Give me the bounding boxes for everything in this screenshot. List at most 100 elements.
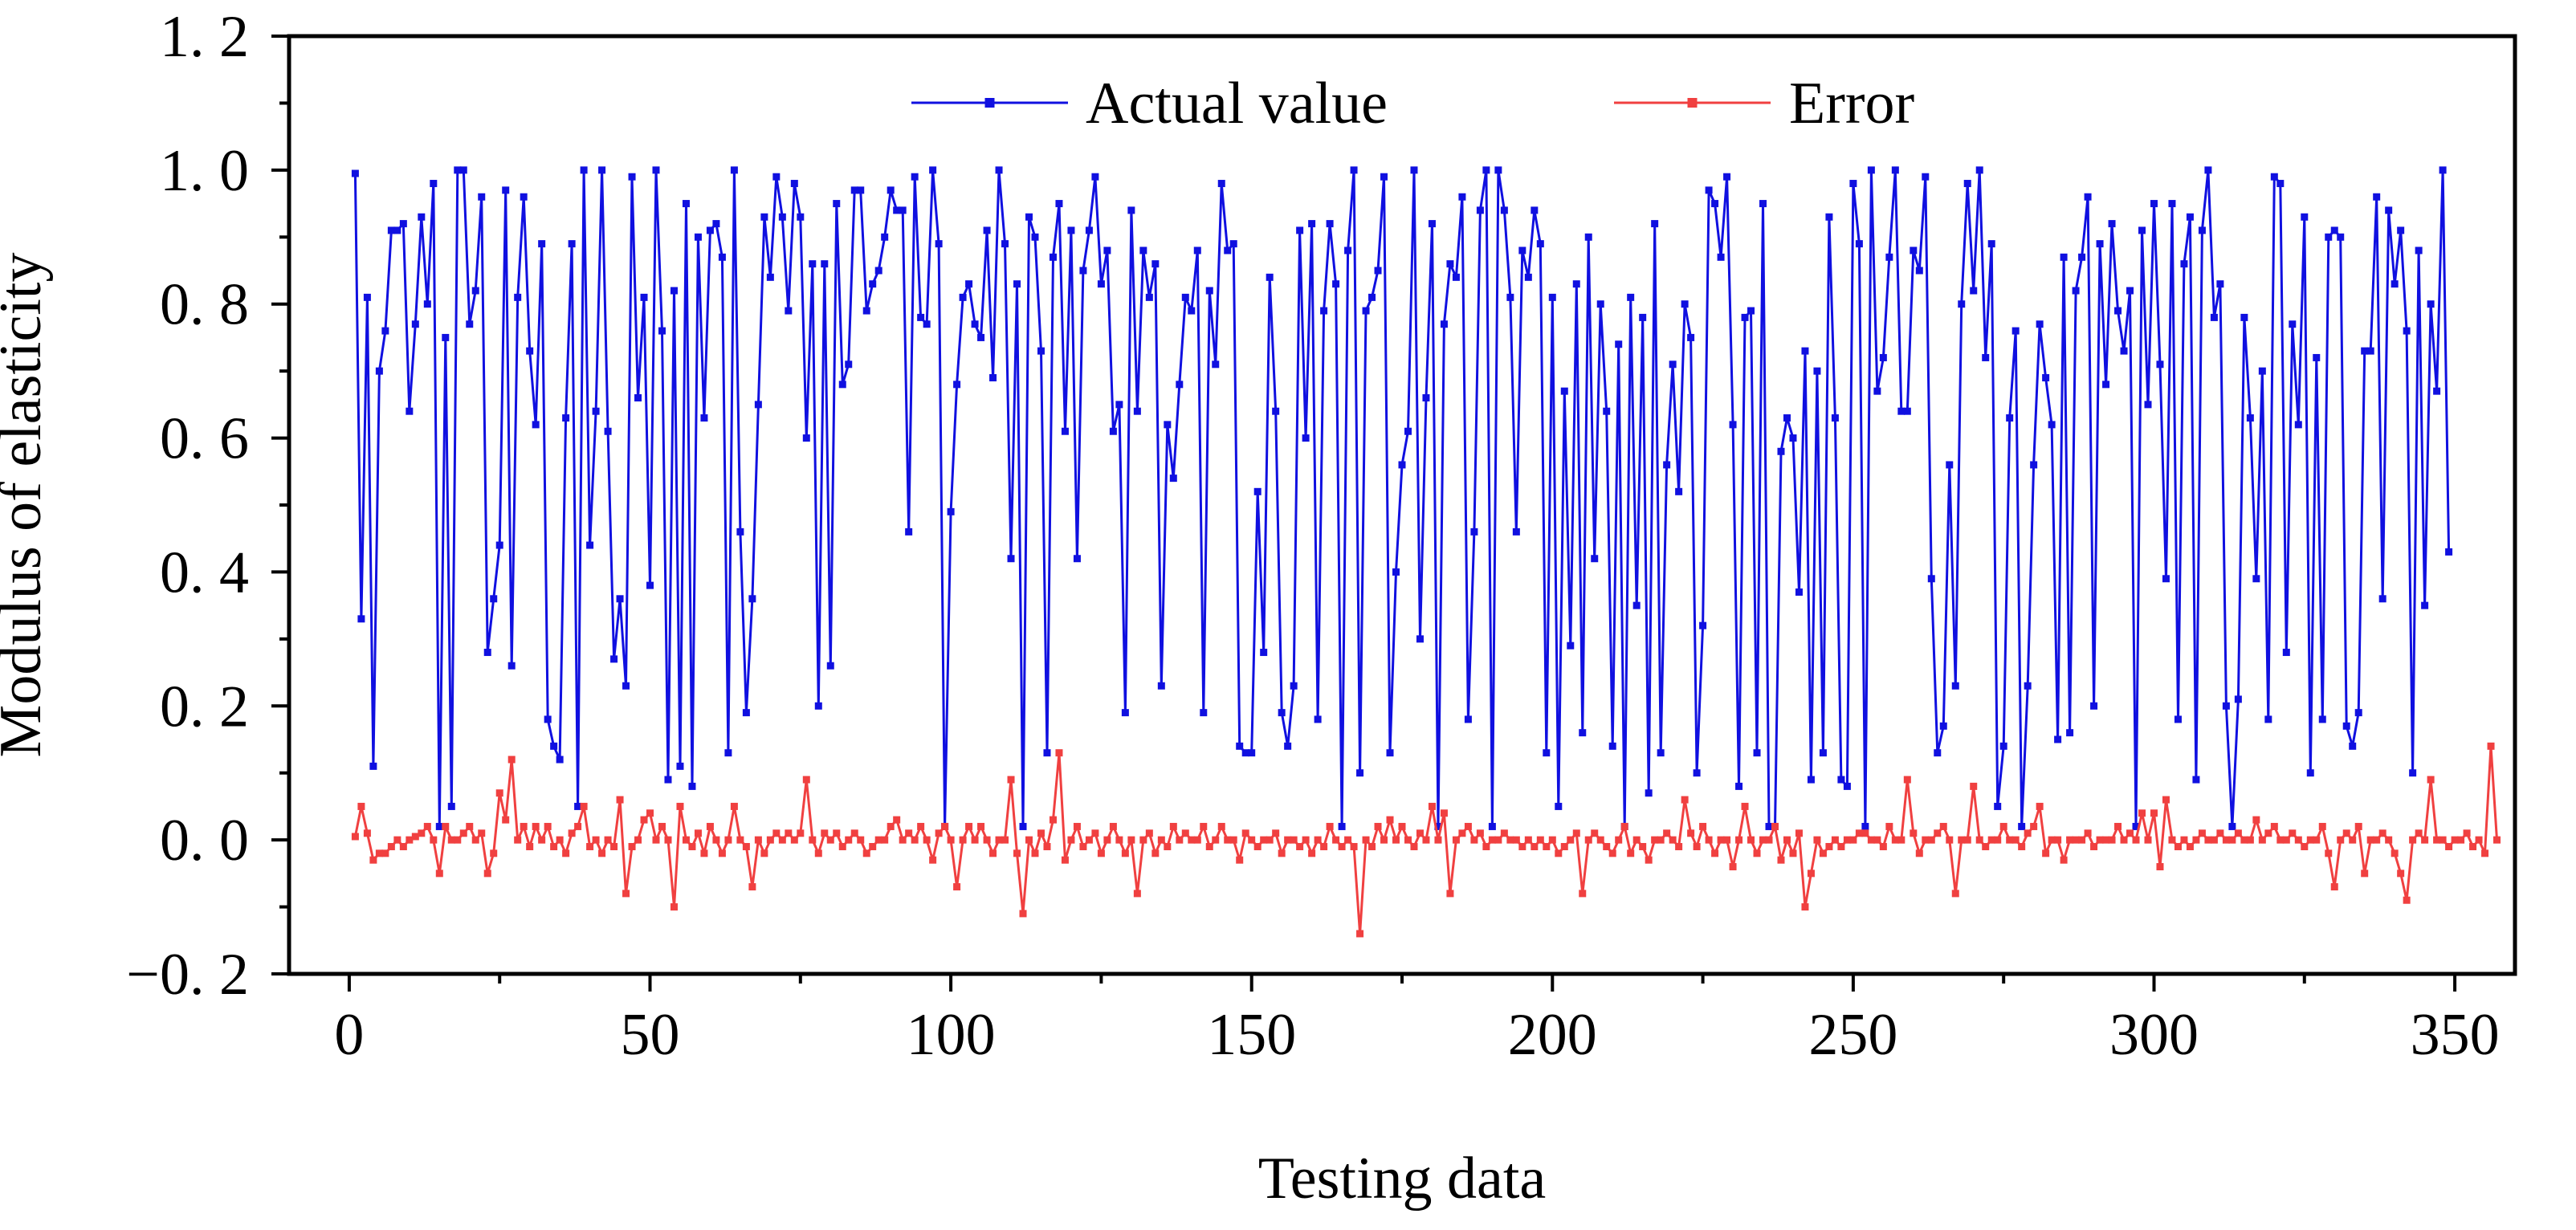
data-point-actual-value	[760, 213, 768, 221]
data-point-error	[1356, 930, 1364, 938]
data-point-error	[2294, 836, 2302, 844]
data-point-error	[1236, 856, 1244, 864]
data-point-error	[1608, 849, 1616, 857]
data-point-error	[447, 836, 455, 844]
data-point-actual-value	[1007, 555, 1015, 563]
data-point-actual-value	[1615, 340, 1623, 348]
data-point-error	[466, 822, 474, 830]
data-point-error	[1669, 836, 1677, 844]
data-point-error	[730, 802, 738, 810]
data-point-actual-value	[2084, 193, 2092, 201]
data-point-actual-value	[435, 822, 443, 830]
data-point-error	[766, 836, 774, 844]
data-point-actual-value	[1296, 226, 1304, 234]
data-point-error	[838, 842, 846, 850]
data-point-actual-value	[2403, 327, 2411, 335]
data-point-error	[393, 836, 401, 844]
data-point-error	[2403, 896, 2411, 904]
data-point-actual-value	[1139, 246, 1147, 255]
data-point-error	[2246, 836, 2254, 844]
data-point-error	[526, 842, 534, 850]
data-point-error	[748, 883, 756, 891]
data-point-actual-value	[502, 186, 510, 194]
data-point-error	[2397, 870, 2405, 878]
data-point-error	[2487, 742, 2495, 750]
data-point-error	[1867, 836, 1875, 844]
data-point-actual-value	[442, 333, 450, 341]
data-point-actual-value	[598, 166, 606, 174]
data-point-error	[2258, 836, 2266, 844]
series-actual-value	[351, 166, 2453, 830]
data-point-error	[1813, 836, 1821, 844]
data-point-error	[1386, 816, 1394, 824]
data-point-actual-value	[1073, 555, 1081, 563]
data-point-error	[574, 822, 582, 830]
data-point-error	[2072, 836, 2080, 844]
data-point-error	[929, 856, 937, 864]
data-point-actual-value	[1591, 555, 1599, 563]
data-point-error	[1891, 836, 1899, 844]
data-point-actual-value	[1416, 635, 1424, 643]
data-point-error	[893, 816, 901, 824]
data-point-error	[1849, 836, 1857, 844]
data-point-error	[1176, 836, 1184, 844]
data-point-actual-value	[628, 173, 636, 181]
data-point-error	[1591, 829, 1599, 837]
data-point-error	[2060, 856, 2068, 864]
data-point-actual-value	[526, 347, 534, 355]
data-point-actual-value	[1181, 293, 1189, 301]
data-point-error	[1807, 870, 1815, 878]
data-point-actual-value	[2349, 742, 2357, 750]
data-point-actual-value	[814, 702, 822, 710]
data-point-error	[1007, 776, 1015, 784]
data-point-actual-value	[2126, 287, 2134, 295]
data-point-error	[507, 756, 516, 764]
data-point-error	[1765, 836, 1773, 844]
data-point-actual-value	[1946, 461, 1954, 469]
data-point-actual-value	[459, 166, 467, 174]
y-tick-label: 1. 2	[160, 4, 249, 70]
data-point-error	[2228, 836, 2236, 844]
data-point-actual-value	[1608, 742, 1616, 750]
data-point-error	[1675, 842, 1683, 850]
data-point-actual-value	[2361, 347, 2369, 355]
data-point-error	[2180, 836, 2188, 844]
data-point-error	[1518, 842, 1526, 850]
data-point-actual-value	[1759, 200, 1767, 208]
data-point-error	[1374, 822, 1382, 830]
data-point-actual-value	[1741, 313, 1749, 321]
data-point-actual-value	[953, 381, 961, 389]
data-point-actual-value	[1241, 749, 1249, 757]
data-point-actual-value	[1314, 715, 1322, 723]
data-point-error	[1049, 816, 1057, 824]
data-point-actual-value	[1025, 213, 1033, 221]
data-point-error	[1579, 890, 1587, 898]
data-point-actual-value	[1169, 474, 1177, 483]
data-point-actual-value	[2174, 715, 2182, 723]
data-point-actual-value	[1651, 220, 1659, 228]
data-point-actual-value	[2421, 601, 2429, 609]
data-point-error	[2493, 836, 2501, 844]
data-point-actual-value	[1897, 407, 1906, 415]
data-point-actual-value	[1440, 320, 1448, 328]
data-point-actual-value	[393, 226, 401, 234]
data-point-error	[2421, 836, 2429, 844]
data-point-actual-value	[387, 226, 395, 234]
data-point-actual-value	[418, 213, 426, 221]
data-point-error	[1783, 836, 1791, 844]
data-point-actual-value	[1121, 709, 1129, 717]
data-point-actual-value	[1452, 273, 1460, 281]
data-point-actual-value	[1632, 601, 1641, 609]
data-point-actual-value	[1085, 226, 1093, 234]
data-point-error	[995, 836, 1003, 844]
data-point-actual-value	[929, 166, 937, 174]
data-point-error	[604, 836, 612, 844]
data-point-error	[550, 842, 558, 850]
data-point-error	[2132, 836, 2140, 844]
data-point-actual-value	[2144, 401, 2152, 409]
data-point-error	[1855, 829, 1863, 837]
data-point-actual-value	[1133, 407, 1141, 415]
data-point-actual-value	[1001, 240, 1009, 248]
data-point-error	[2391, 849, 2399, 857]
